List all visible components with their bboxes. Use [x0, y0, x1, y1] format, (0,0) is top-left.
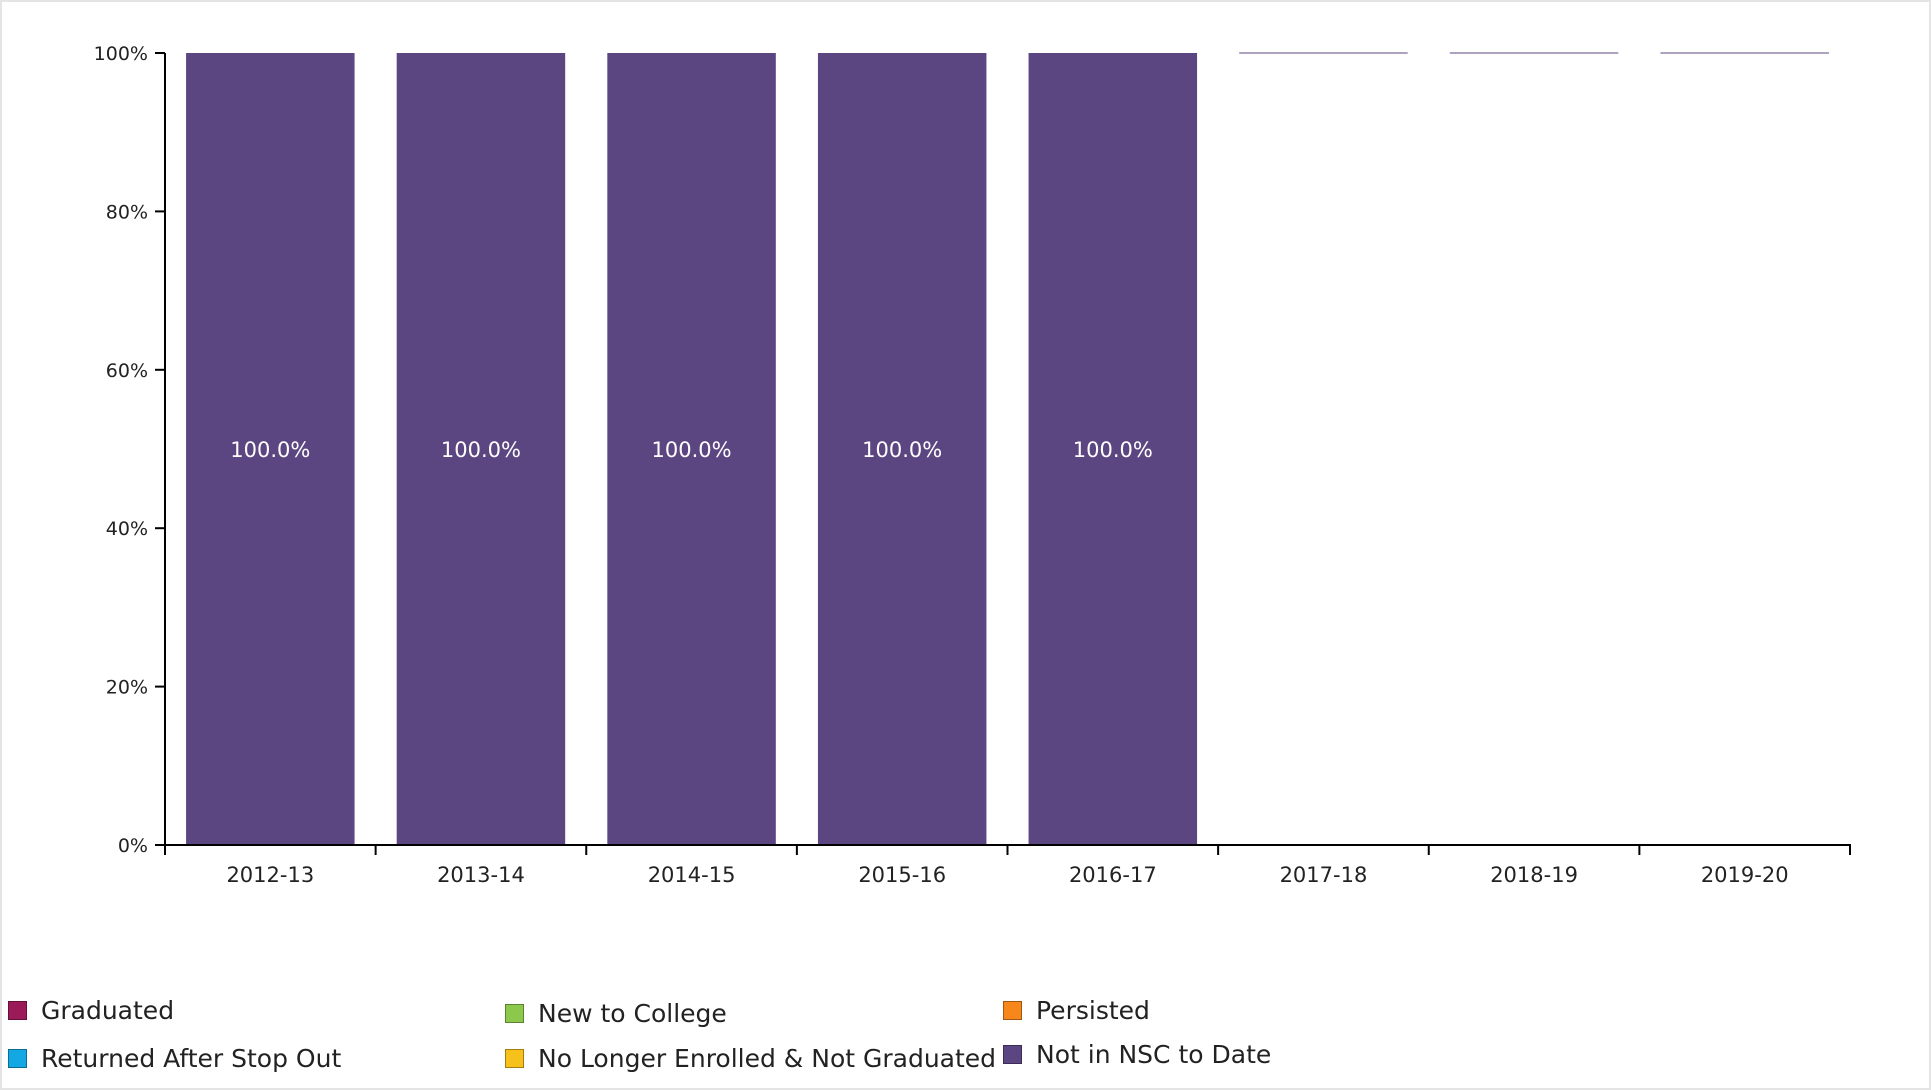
y-tick-label: 0%: [118, 835, 148, 857]
y-tick-label: 20%: [106, 677, 148, 699]
legend-swatch-icon: [1003, 1001, 1022, 1020]
x-tick-label: 2013-14: [437, 863, 525, 887]
legend-swatch-icon: [505, 1049, 524, 1068]
data-label-2013-14: 100.0%: [441, 438, 521, 462]
legend-swatch-icon: [8, 1049, 27, 1068]
legend-swatch-icon: [505, 1004, 524, 1023]
data-label-2012-13: 100.0%: [230, 438, 310, 462]
x-tick-label: 2017-18: [1280, 863, 1368, 887]
legend-swatch-icon: [8, 1001, 27, 1020]
legend-item-graduated[interactable]: Graduated: [8, 996, 174, 1025]
x-tick-label: 2014-15: [648, 863, 736, 887]
legend-label: Not in NSC to Date: [1036, 1040, 1271, 1069]
data-label-2014-15: 100.0%: [652, 438, 732, 462]
y-tick-label: 100%: [94, 43, 148, 65]
x-tick-label: 2018-19: [1490, 863, 1578, 887]
data-label-2015-16: 100.0%: [862, 438, 942, 462]
x-tick-label: 2019-20: [1701, 863, 1789, 887]
data-label-2016-17: 100.0%: [1073, 438, 1153, 462]
x-tick-label: 2015-16: [858, 863, 946, 887]
legend-item-new-to-college[interactable]: New to College: [505, 999, 727, 1028]
y-tick-label: 40%: [106, 518, 148, 540]
legend-label: Persisted: [1036, 996, 1150, 1025]
legend-label: Graduated: [41, 996, 174, 1025]
x-tick-label: 2016-17: [1069, 863, 1157, 887]
legend-label: No Longer Enrolled & Not Graduated: [538, 1044, 996, 1073]
legend-label: Returned After Stop Out: [41, 1044, 341, 1073]
legend-item-no-longer-enrolled[interactable]: No Longer Enrolled & Not Graduated: [505, 1044, 996, 1073]
legend-item-not-in-nsc[interactable]: Not in NSC to Date: [1003, 1040, 1271, 1069]
legend-label: New to College: [538, 999, 727, 1028]
legend-item-returned-after-stop-out[interactable]: Returned After Stop Out: [8, 1044, 341, 1073]
legend-swatch-icon: [1003, 1045, 1022, 1064]
y-tick-label: 80%: [106, 201, 148, 223]
y-tick-label: 60%: [106, 360, 148, 382]
x-tick-label: 2012-13: [226, 863, 314, 887]
legend-item-persisted[interactable]: Persisted: [1003, 996, 1150, 1025]
